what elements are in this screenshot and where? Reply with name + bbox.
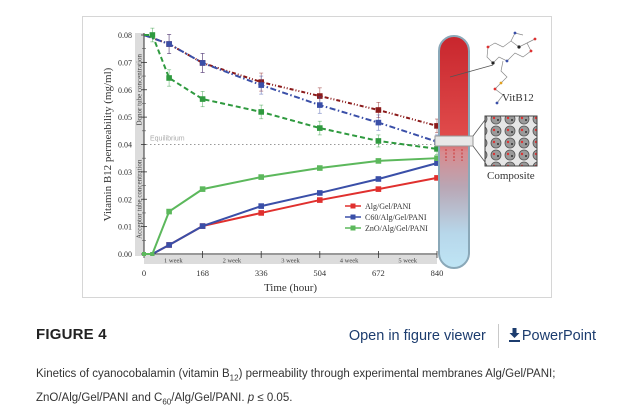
- legend-label: ZnO/Alg/Gel/PANI: [365, 224, 428, 233]
- week-label: 2 week: [223, 258, 242, 265]
- data-point: [166, 208, 172, 215]
- figure-actions: Open in figure viewer PowerPoint: [349, 324, 596, 348]
- data-point: [375, 119, 382, 126]
- data-point: [317, 125, 323, 131]
- data-point: [199, 223, 206, 229]
- caption-subscript: 12: [229, 373, 239, 383]
- data-point: [150, 252, 155, 256]
- composite-pointer-top: [472, 119, 486, 137]
- y-tick-label: 0.02: [118, 195, 132, 204]
- x-tick-label: 0: [142, 268, 146, 278]
- x-tick-label: 840: [431, 268, 444, 278]
- equilibrium-label: Equilibrium: [150, 136, 185, 143]
- figure-label: FIGURE 4: [36, 326, 107, 343]
- data-point: [434, 175, 440, 181]
- series-line: [144, 34, 438, 150]
- data-point: [317, 190, 323, 196]
- data-point: [434, 146, 440, 152]
- legend-swatch-marker: [350, 214, 356, 220]
- x-tick-label: 504: [313, 268, 327, 278]
- data-point: [317, 165, 323, 171]
- tube-pointer-line: [449, 64, 494, 78]
- data-point: [375, 138, 382, 144]
- y-tick-label: 0.03: [118, 168, 132, 177]
- legend-swatch-marker: [350, 203, 356, 209]
- data-point: [375, 107, 382, 113]
- data-point: [166, 242, 172, 248]
- data-point: [142, 252, 146, 256]
- data-point: [434, 123, 440, 129]
- legend-label: Alg/Gel/PANI: [365, 202, 411, 211]
- data-point: [375, 176, 382, 182]
- membrane-band: [434, 135, 474, 147]
- data-point: [434, 155, 440, 161]
- actions-divider: [497, 324, 499, 348]
- x-tick-label: 336: [255, 268, 268, 278]
- powerpoint-download-link[interactable]: PowerPoint: [508, 328, 596, 344]
- diffusion-arrows-icon: [445, 149, 463, 161]
- y-tick-label: 0.07: [118, 58, 132, 67]
- data-point: [149, 32, 156, 38]
- x-axis-label: Time (hour): [264, 282, 317, 294]
- week-label: 4 week: [340, 258, 359, 265]
- tube-outline: [438, 35, 470, 269]
- data-point: [166, 41, 172, 47]
- data-point: [317, 102, 323, 108]
- x-tick-label: 672: [372, 268, 385, 278]
- series-line: [144, 157, 438, 255]
- acceptor-band-label: Acceptor tube concentration: [136, 159, 144, 239]
- data-point: [258, 174, 264, 180]
- composite-label: Composite: [487, 170, 535, 182]
- x-tick-label: 168: [196, 268, 209, 278]
- figure-image: 0.00 0.01 0.02 0.03 0.04 0.05 0.06 0.07 0.08 0 168…: [82, 16, 552, 298]
- y-tick-label: 0.04: [118, 141, 132, 150]
- caption-text: ≤ 0.05.: [254, 392, 293, 404]
- caption-subscript: 60: [162, 397, 172, 407]
- y-tick-label: 0.06: [118, 86, 132, 95]
- vitb12-label: VitB12: [502, 92, 534, 104]
- y-axis-label: Vitamin B12 permeability (mg/ml): [102, 67, 114, 221]
- data-point: [199, 96, 206, 102]
- x-axis-band: [144, 255, 437, 264]
- y-tick-label: 0.01: [118, 223, 132, 232]
- legend-swatch-marker: [350, 225, 356, 231]
- data-point: [317, 197, 323, 203]
- y-tick-label: 0.00: [118, 250, 132, 259]
- open-figure-viewer-link[interactable]: Open in figure viewer: [348, 328, 486, 344]
- data-point: [199, 60, 206, 66]
- chart: 0.00 0.01 0.02 0.03 0.04 0.05 0.06 0.07 0.08 0 168…: [102, 27, 538, 294]
- y-axis-band: [135, 33, 144, 256]
- data-point: [258, 203, 264, 209]
- week-label: 5 week: [398, 258, 417, 265]
- powerpoint-label: PowerPoint: [521, 328, 596, 344]
- vitb12-diagram: VitB12 Composite: [434, 31, 538, 269]
- download-icon: [508, 328, 520, 342]
- data-point: [317, 93, 323, 99]
- data-point: [434, 160, 440, 166]
- caption-text: Kinetics of cyanocobalamin (vitamin B: [36, 368, 230, 380]
- series-line: [143, 34, 438, 127]
- legend-label: C60/Alg/Gel/PANI: [365, 213, 427, 222]
- data-point: [166, 75, 172, 81]
- caption-p-symbol: p: [247, 392, 255, 404]
- figure-caption: Kinetics of cyanocobalamin (vitamin B12)…: [36, 362, 616, 410]
- week-label: 1 week: [164, 258, 183, 265]
- composite-image: [484, 115, 538, 167]
- data-point: [258, 210, 264, 216]
- caption-text: /Alg/Gel/PANI.: [171, 392, 248, 404]
- y-tick-label: 0.08: [118, 31, 132, 40]
- data-point: [375, 158, 382, 164]
- caption-text: ) permeability through experimental memb…: [238, 368, 556, 380]
- data-point: [258, 109, 264, 115]
- data-point: [375, 186, 382, 192]
- data-point: [258, 82, 264, 88]
- y-tick-label: 0.05: [118, 113, 132, 122]
- donor-band-label: Donor tube concentration: [136, 53, 144, 125]
- composite-pointer-bottom: [472, 145, 486, 163]
- data-point: [199, 186, 206, 192]
- series-line: [144, 162, 438, 255]
- week-label: 3 week: [281, 258, 300, 265]
- caption-text: ZnO/Alg/Gel/PANI and C: [36, 392, 163, 404]
